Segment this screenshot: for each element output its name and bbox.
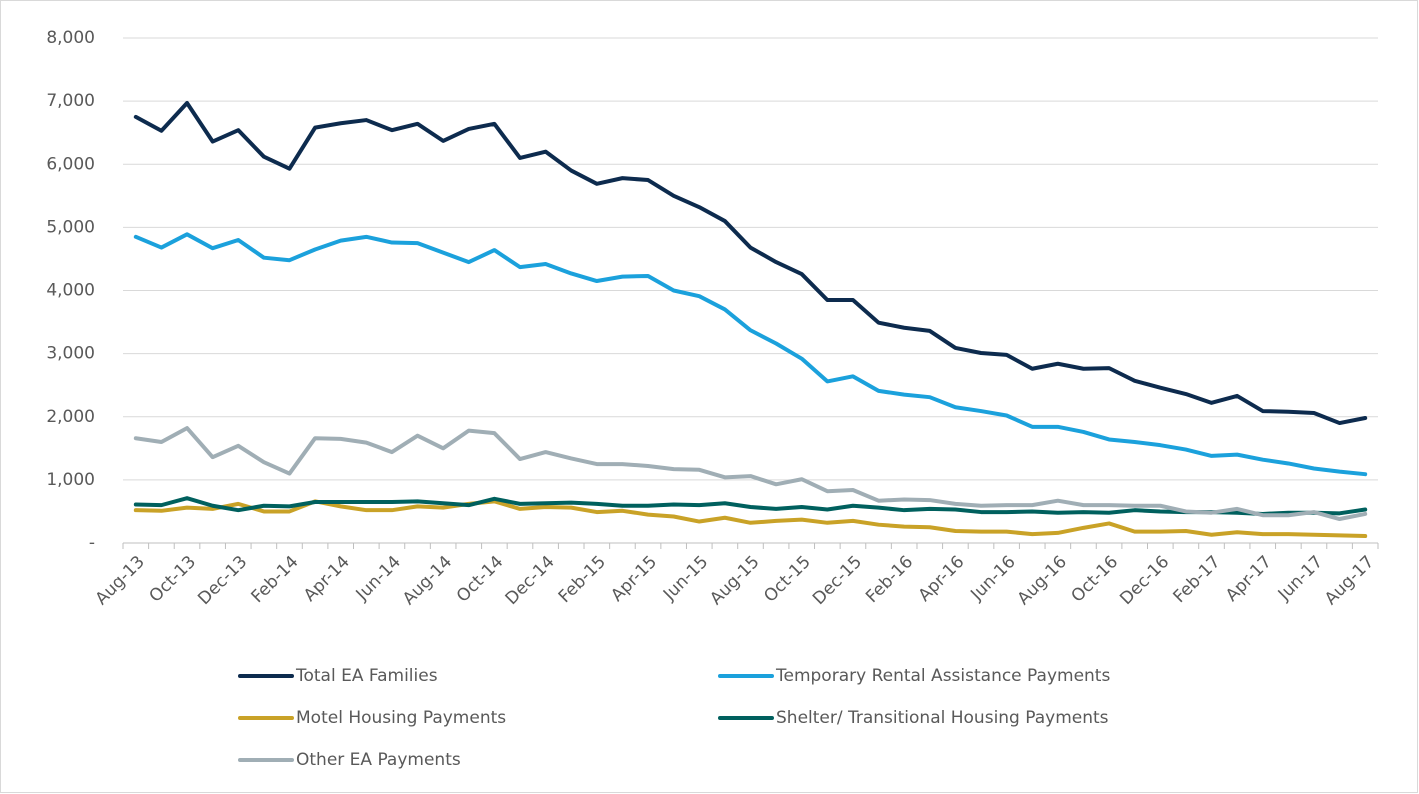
- series-line: [133, 496, 1368, 516]
- legend-label: Motel Housing Payments: [296, 708, 506, 728]
- legend-label: Temporary Rental Assistance Payments: [775, 666, 1110, 686]
- y-tick-label: 6,000: [46, 154, 95, 174]
- y-tick-label: 5,000: [46, 217, 95, 237]
- y-tick-label: 4,000: [46, 281, 95, 301]
- legend-label: Other EA Payments: [296, 750, 461, 770]
- y-tick-label: 1,000: [46, 470, 95, 490]
- y-tick-label: -: [89, 533, 95, 553]
- legend-label: Total EA Families: [295, 666, 438, 686]
- legend-label: Shelter/ Transitional Housing Payments: [776, 708, 1109, 728]
- series-line: [133, 499, 1368, 539]
- series-line: [133, 101, 1368, 426]
- series-line: [133, 426, 1368, 522]
- y-tick-label: 8,000: [46, 28, 95, 48]
- y-tick-label: 7,000: [46, 91, 95, 111]
- series-line: [133, 232, 1368, 477]
- y-tick-label: 3,000: [46, 344, 95, 364]
- y-tick-label: 2,000: [46, 407, 95, 427]
